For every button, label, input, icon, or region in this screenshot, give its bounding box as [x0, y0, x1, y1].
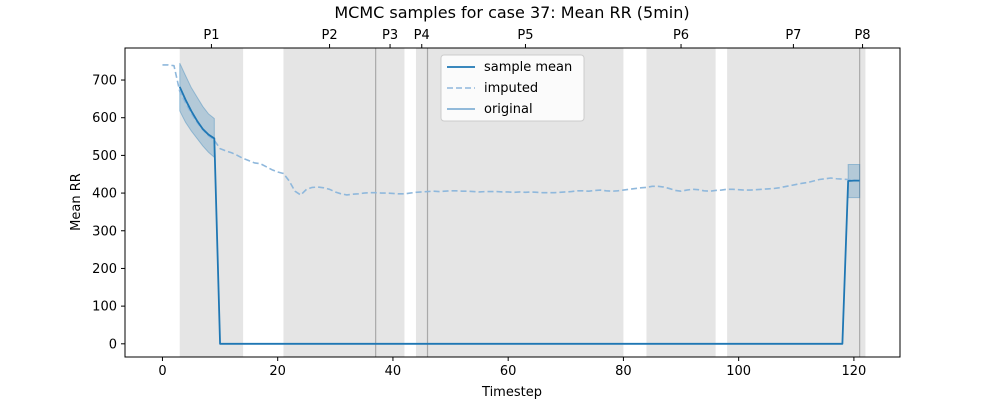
- period-shade-p1: [179, 48, 244, 357]
- legend-label-original: original: [484, 102, 533, 117]
- x-tick-label-120: 120: [841, 364, 866, 379]
- x-tick-label-60: 60: [500, 364, 517, 379]
- y-tick-label-0: 0: [109, 337, 117, 352]
- period-label-p8: P8: [854, 28, 870, 43]
- y-tick-label-200: 200: [92, 262, 117, 277]
- y-axis-label: Mean RR: [69, 173, 84, 231]
- period-shade-p7: [727, 48, 860, 357]
- legend-box: [440, 54, 585, 122]
- period-label-p3: P3: [382, 28, 398, 43]
- y-tick-label-100: 100: [92, 300, 117, 315]
- x-tick-label-40: 40: [385, 364, 402, 379]
- y-tick-label-300: 300: [92, 224, 117, 239]
- series-sample-mean: [178, 86, 860, 345]
- period-label-p4: P4: [414, 28, 430, 43]
- period-shade-p2: [283, 48, 376, 357]
- period-shade-p3: [375, 48, 405, 357]
- legend-label-imputed: imputed: [484, 81, 538, 96]
- chart-title: MCMC samples for case 37: Mean RR (5min): [334, 3, 689, 22]
- series-lines: [162, 64, 860, 345]
- x-axis-label: Timestep: [481, 385, 542, 400]
- plot-frame: [124, 47, 901, 358]
- y-tick-label-600: 600: [92, 111, 117, 126]
- period-label-p6: P6: [673, 28, 689, 43]
- y-tick-label-700: 700: [92, 74, 117, 89]
- x-axis: 0 20 40 60 80 100 120: [158, 357, 866, 379]
- legend-label-sample-mean: sample mean: [484, 60, 572, 75]
- period-label-p7: P7: [785, 28, 801, 43]
- period-shades: [179, 48, 866, 357]
- period-shade-p6: [646, 48, 716, 357]
- period-label-p5: P5: [517, 28, 533, 43]
- period-axis: P1 P2 P3 P4 P5 P6 P7 P8: [203, 28, 871, 48]
- series-imputed: [162, 64, 860, 196]
- x-tick-label-100: 100: [726, 364, 751, 379]
- period-shade-p8: [859, 48, 866, 357]
- x-tick-label-0: 0: [158, 364, 166, 379]
- period-label-p1: P1: [203, 28, 219, 43]
- y-tick-label-500: 500: [92, 149, 117, 164]
- x-tick-label-80: 80: [615, 364, 632, 379]
- period-label-p2: P2: [321, 28, 337, 43]
- x-tick-label-20: 20: [269, 364, 286, 379]
- period-shade-p4: [415, 48, 428, 357]
- y-axis: 0 100 200 300 400 500 600 700: [92, 74, 125, 352]
- legend: sample mean imputed original: [440, 54, 585, 122]
- y-tick-label-400: 400: [92, 187, 117, 202]
